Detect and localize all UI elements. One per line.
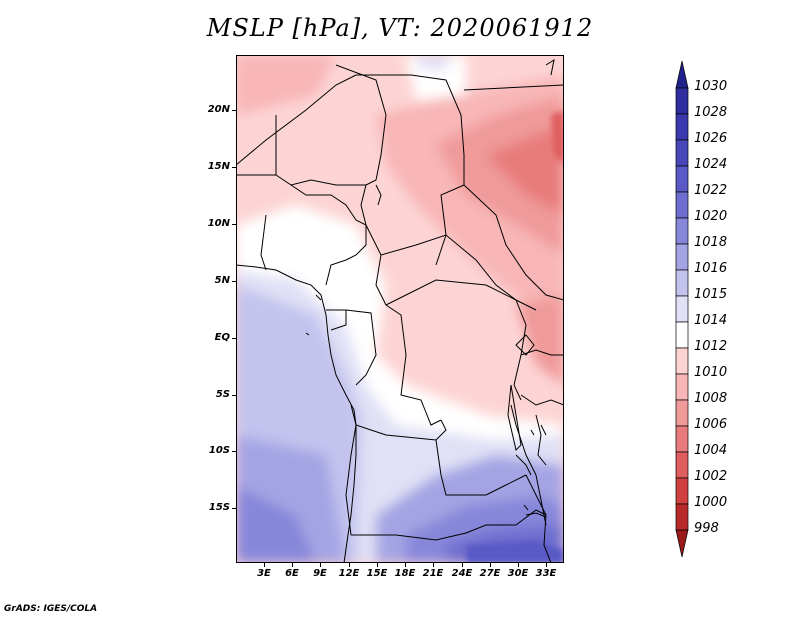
colorbar-label: 1026 bbox=[694, 131, 728, 146]
y-tick bbox=[232, 451, 236, 452]
y-label-15s: 15S bbox=[208, 502, 230, 513]
colorbar-bottom-triangle bbox=[675, 529, 689, 558]
x-tick bbox=[490, 563, 491, 567]
x-tick bbox=[433, 563, 434, 567]
colorbar-swatch bbox=[675, 269, 689, 297]
x-tick bbox=[320, 563, 321, 567]
y-tick bbox=[232, 110, 236, 111]
y-tick bbox=[232, 167, 236, 168]
colorbar-label: 1002 bbox=[694, 469, 728, 484]
colorbar-label: 1014 bbox=[694, 313, 728, 328]
pressure-map bbox=[236, 55, 564, 563]
colorbar-label: 1016 bbox=[694, 261, 728, 276]
map-title: MSLP [hPa], VT: 2020061912 bbox=[206, 14, 594, 42]
colorbar-label: 1006 bbox=[694, 417, 728, 432]
x-label-33e: 33E bbox=[535, 568, 557, 579]
colorbar-label: 1024 bbox=[694, 157, 728, 172]
colorbar-swatch bbox=[675, 477, 689, 505]
colorbar-label: 1012 bbox=[694, 339, 728, 354]
y-label-20n: 20N bbox=[207, 104, 230, 115]
colorbar-label: 1028 bbox=[694, 105, 728, 120]
colorbar bbox=[675, 60, 689, 558]
colorbar-label: 1022 bbox=[694, 183, 728, 198]
y-tick bbox=[232, 338, 236, 339]
x-label-9e: 9E bbox=[313, 568, 327, 579]
colorbar-swatch bbox=[675, 347, 689, 375]
y-tick bbox=[232, 224, 236, 225]
x-tick bbox=[292, 563, 293, 567]
x-label-3e: 3E bbox=[257, 568, 271, 579]
y-label-5s: 5S bbox=[215, 389, 230, 400]
x-tick bbox=[462, 563, 463, 567]
colorbar-swatch bbox=[675, 165, 689, 193]
colorbar-swatch bbox=[675, 139, 689, 167]
colorbar-swatch bbox=[675, 217, 689, 245]
country-borders bbox=[236, 64, 564, 563]
colorbar-swatch bbox=[675, 425, 689, 453]
colorbar-label: 1020 bbox=[694, 209, 728, 224]
colorbar-label: 1008 bbox=[694, 391, 728, 406]
x-label-24e: 24E bbox=[451, 568, 473, 579]
y-label-eq: EQ bbox=[214, 332, 230, 343]
colorbar-swatch bbox=[675, 191, 689, 219]
colorbar-top-triangle bbox=[675, 60, 689, 89]
colorbar-swatch bbox=[675, 503, 689, 531]
y-tick bbox=[232, 395, 236, 396]
colorbar-label: 1015 bbox=[694, 287, 728, 302]
lakes bbox=[305, 58, 555, 526]
y-label-10n: 10N bbox=[207, 218, 230, 229]
x-label-18e: 18E bbox=[394, 568, 416, 579]
colorbar-swatch bbox=[675, 399, 689, 427]
y-label-15n: 15N bbox=[207, 161, 230, 172]
colorbar-swatch bbox=[675, 113, 689, 141]
x-tick bbox=[518, 563, 519, 567]
x-label-27e: 27E bbox=[479, 568, 501, 579]
colorbar-label: 1000 bbox=[694, 495, 728, 510]
y-label-10s: 10S bbox=[208, 445, 230, 456]
x-label-6e: 6E bbox=[285, 568, 299, 579]
x-label-21e: 21E bbox=[422, 568, 444, 579]
colorbar-swatch bbox=[675, 373, 689, 401]
colorbar-swatch bbox=[675, 321, 689, 349]
x-tick bbox=[377, 563, 378, 567]
coastline bbox=[236, 264, 357, 563]
x-tick bbox=[546, 563, 547, 567]
colorbar-swatch bbox=[675, 295, 689, 323]
colorbar-label: 1018 bbox=[694, 235, 728, 250]
footer-credit: GrADS: IGES/COLA bbox=[4, 604, 98, 614]
x-label-15e: 15E bbox=[366, 568, 388, 579]
y-label-5n: 5N bbox=[214, 275, 230, 286]
pressure-field bbox=[236, 55, 564, 563]
colorbar-label: 1030 bbox=[694, 79, 728, 94]
y-tick bbox=[232, 281, 236, 282]
colorbar-swatch bbox=[675, 87, 689, 115]
colorbar-label: 1004 bbox=[694, 443, 728, 458]
x-label-12e: 12E bbox=[338, 568, 360, 579]
colorbar-swatch bbox=[675, 451, 689, 479]
x-tick bbox=[349, 563, 350, 567]
x-tick bbox=[264, 563, 265, 567]
x-tick bbox=[405, 563, 406, 567]
colorbar-swatch bbox=[675, 243, 689, 271]
colorbar-label: 1010 bbox=[694, 365, 728, 380]
y-tick bbox=[232, 508, 236, 509]
colorbar-label: 998 bbox=[694, 521, 719, 536]
x-label-30e: 30E bbox=[507, 568, 529, 579]
